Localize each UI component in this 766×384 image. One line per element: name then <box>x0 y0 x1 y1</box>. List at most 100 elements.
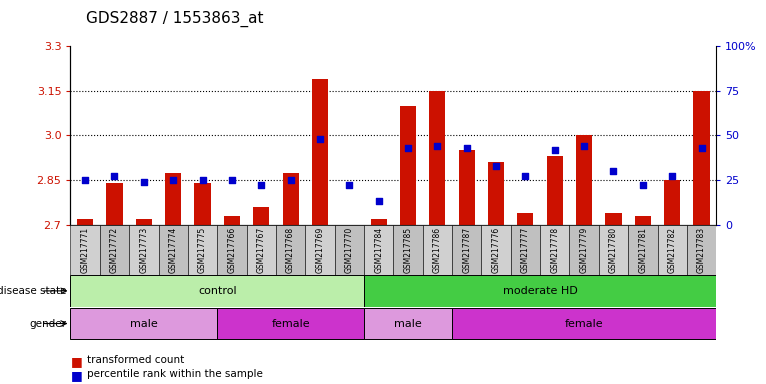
Text: moderate HD: moderate HD <box>502 286 578 296</box>
Bar <box>364 225 394 275</box>
Point <box>431 143 444 149</box>
Text: male: male <box>130 318 158 329</box>
Bar <box>306 225 335 275</box>
Bar <box>218 308 364 339</box>
Bar <box>511 225 540 275</box>
Point <box>460 145 473 151</box>
Bar <box>136 219 152 225</box>
Text: GSM217781: GSM217781 <box>638 227 647 273</box>
Text: GSM217778: GSM217778 <box>550 227 559 273</box>
Bar <box>635 216 651 225</box>
Bar <box>599 225 628 275</box>
Text: female: female <box>271 318 310 329</box>
Text: GSM217772: GSM217772 <box>110 227 119 273</box>
Point <box>79 177 91 183</box>
Bar <box>657 225 687 275</box>
Text: GSM217768: GSM217768 <box>286 227 295 273</box>
Bar <box>400 106 416 225</box>
Bar <box>106 183 123 225</box>
Point <box>490 163 502 169</box>
Text: gender: gender <box>30 318 67 329</box>
Bar <box>452 225 481 275</box>
Bar <box>605 213 621 225</box>
Point <box>284 177 296 183</box>
Bar <box>687 225 716 275</box>
Bar <box>188 225 218 275</box>
Bar <box>569 225 599 275</box>
Point <box>696 145 708 151</box>
Text: GSM217786: GSM217786 <box>433 227 442 273</box>
Text: GSM217769: GSM217769 <box>316 227 325 273</box>
Text: ■: ■ <box>70 369 82 382</box>
Bar <box>312 79 328 225</box>
Bar <box>488 162 504 225</box>
Text: GSM217787: GSM217787 <box>462 227 471 273</box>
Bar <box>224 216 240 225</box>
Bar <box>254 207 270 225</box>
Bar <box>70 275 364 306</box>
Bar <box>283 172 299 225</box>
Text: GSM217780: GSM217780 <box>609 227 618 273</box>
Text: male: male <box>394 318 422 329</box>
Text: GDS2887 / 1553863_at: GDS2887 / 1553863_at <box>86 11 264 27</box>
Point <box>607 168 620 174</box>
Bar <box>576 135 592 225</box>
Point <box>666 173 679 179</box>
Bar <box>664 180 680 225</box>
Bar <box>70 308 218 339</box>
Bar <box>276 225 306 275</box>
Bar <box>540 225 569 275</box>
Point <box>402 145 414 151</box>
Bar <box>423 225 452 275</box>
Text: percentile rank within the sample: percentile rank within the sample <box>87 369 264 379</box>
Point <box>108 173 120 179</box>
Bar <box>364 308 452 339</box>
Point <box>138 179 150 185</box>
Bar <box>159 225 188 275</box>
Bar <box>628 225 657 275</box>
Text: GSM217779: GSM217779 <box>580 227 588 273</box>
Text: control: control <box>198 286 237 296</box>
Bar <box>547 156 563 225</box>
Bar <box>364 275 716 306</box>
Bar <box>77 219 93 225</box>
Point <box>637 182 649 189</box>
Point <box>578 143 591 149</box>
Text: GSM217784: GSM217784 <box>374 227 383 273</box>
Bar <box>218 225 247 275</box>
Bar <box>517 213 533 225</box>
Text: GSM217783: GSM217783 <box>697 227 706 273</box>
Text: transformed count: transformed count <box>87 355 185 365</box>
Bar <box>100 225 129 275</box>
Text: GSM217766: GSM217766 <box>228 227 237 273</box>
Text: GSM217782: GSM217782 <box>668 227 676 273</box>
Text: GSM217774: GSM217774 <box>169 227 178 273</box>
Bar <box>195 183 211 225</box>
Point <box>255 182 267 189</box>
Text: GSM217770: GSM217770 <box>345 227 354 273</box>
Text: female: female <box>565 318 604 329</box>
Bar <box>247 225 276 275</box>
Bar <box>335 225 364 275</box>
Text: GSM217776: GSM217776 <box>492 227 500 273</box>
Text: GSM217785: GSM217785 <box>404 227 413 273</box>
Bar <box>165 172 182 225</box>
Bar <box>129 225 159 275</box>
Text: disease state: disease state <box>0 286 67 296</box>
Bar <box>429 91 446 225</box>
Bar <box>693 91 709 225</box>
Text: GSM217773: GSM217773 <box>139 227 149 273</box>
Text: ■: ■ <box>70 355 82 368</box>
Point <box>226 177 238 183</box>
Point <box>343 182 355 189</box>
Text: GSM217771: GSM217771 <box>80 227 90 273</box>
Point <box>196 177 208 183</box>
Point <box>519 173 532 179</box>
Bar <box>452 308 716 339</box>
Bar <box>371 219 387 225</box>
Bar <box>481 225 511 275</box>
Bar <box>459 150 475 225</box>
Point <box>314 136 326 142</box>
Point <box>548 147 561 153</box>
Text: GSM217777: GSM217777 <box>521 227 530 273</box>
